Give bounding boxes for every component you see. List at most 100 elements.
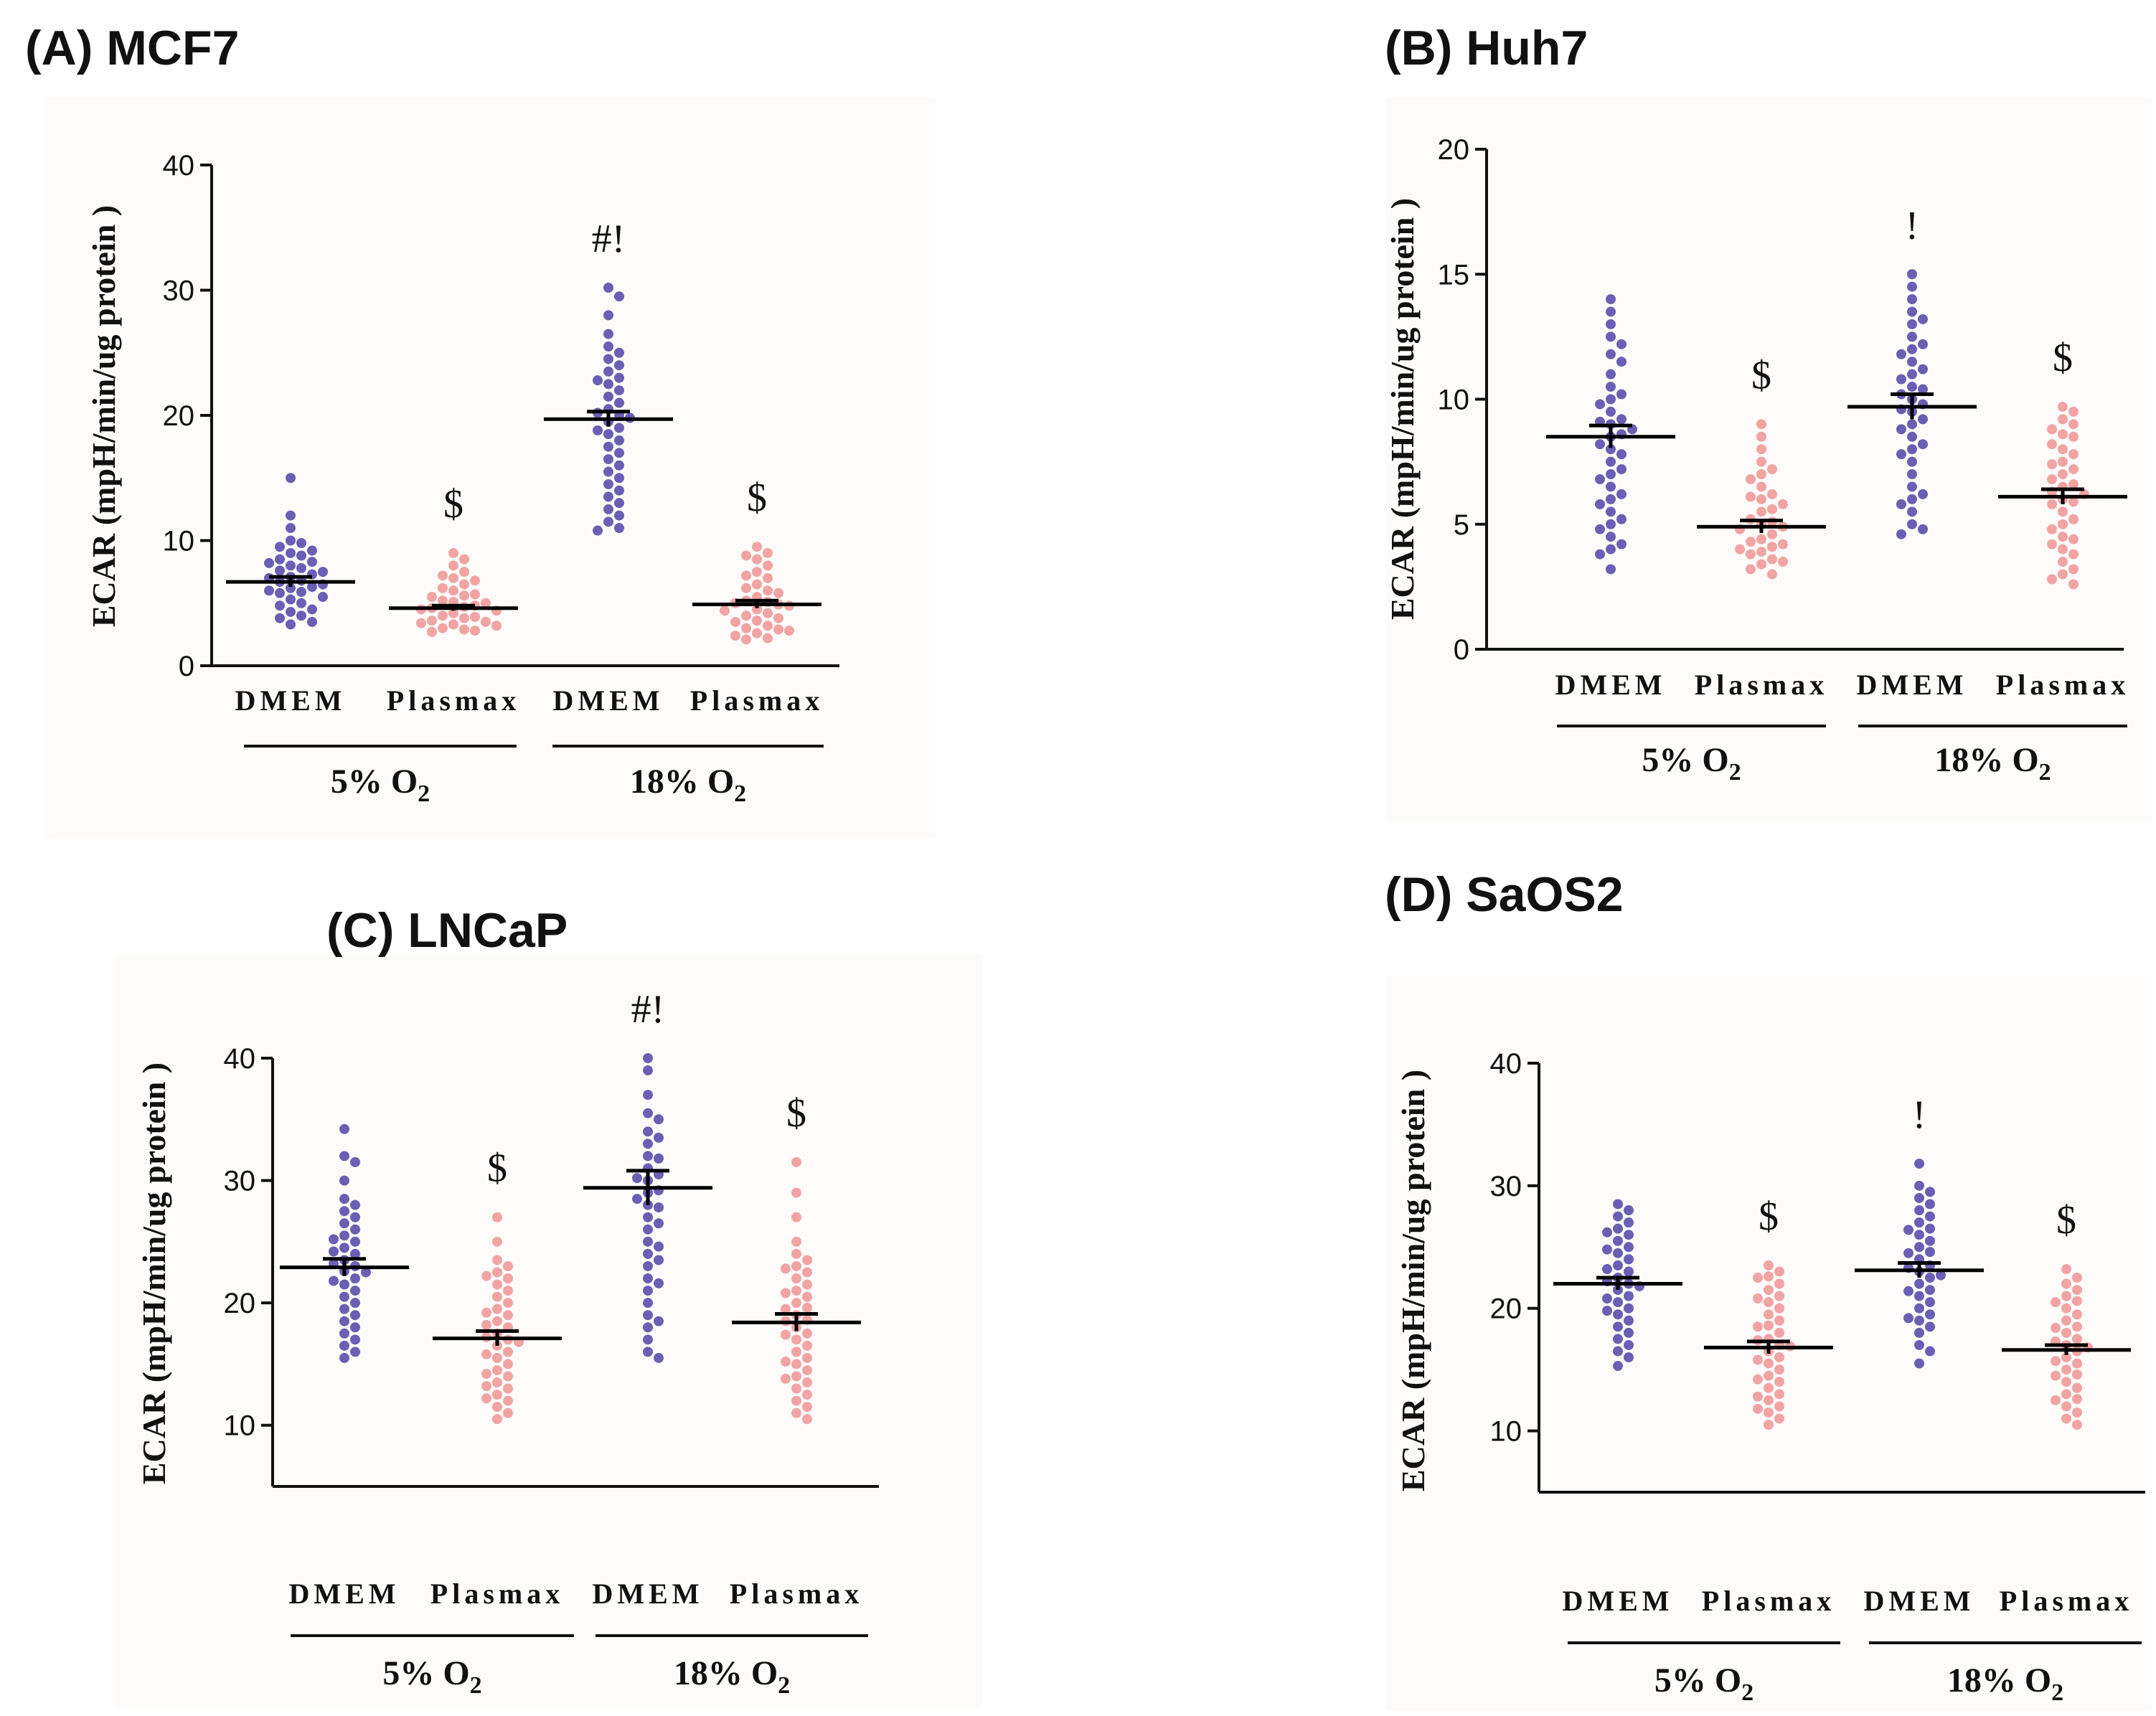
data-point bbox=[1616, 514, 1627, 524]
plot-area: 10 20 30 40 ECAR (mpH/min/ug protein ) DMEM Pl… bbox=[1395, 1048, 2145, 1706]
data-point bbox=[643, 1151, 653, 1161]
data-point bbox=[1613, 1211, 1623, 1222]
category-label: DMEM bbox=[1863, 1585, 1974, 1617]
significance-label: $ bbox=[2053, 336, 2073, 380]
data-point bbox=[654, 1241, 664, 1252]
data-point bbox=[1918, 489, 1928, 499]
data-point bbox=[603, 379, 613, 390]
data-point bbox=[459, 590, 469, 601]
data-point bbox=[1616, 539, 1627, 550]
data-point bbox=[275, 565, 285, 576]
data-point bbox=[481, 1270, 491, 1281]
data-point bbox=[2068, 406, 2079, 417]
data-point bbox=[1753, 1403, 1763, 1414]
data-point bbox=[603, 283, 613, 293]
data-point bbox=[307, 616, 317, 627]
data-point bbox=[1764, 1320, 1774, 1331]
data-point bbox=[614, 291, 624, 302]
data-point bbox=[1774, 1327, 1784, 1338]
data-point bbox=[1907, 481, 1917, 492]
y-axis-label: ECAR (mpH/min/ug protein ) bbox=[85, 205, 122, 627]
data-point bbox=[2061, 1364, 2071, 1375]
data-point bbox=[1903, 1313, 1913, 1324]
data-point bbox=[763, 572, 773, 583]
data-point bbox=[492, 1377, 502, 1388]
data-point bbox=[791, 1286, 801, 1296]
data-point bbox=[654, 1202, 664, 1213]
significance-label: $ bbox=[443, 482, 463, 527]
data-point bbox=[1616, 414, 1627, 425]
significance-label: ! bbox=[1906, 203, 1919, 248]
group-label-main: 18% O bbox=[674, 1654, 778, 1692]
category-label: DMEM bbox=[235, 684, 346, 717]
data-point bbox=[1613, 1260, 1623, 1270]
data-point bbox=[614, 347, 624, 358]
data-point bbox=[1918, 384, 1928, 395]
data-point bbox=[470, 611, 480, 622]
data-point bbox=[614, 385, 624, 396]
data-point bbox=[1606, 306, 1616, 317]
data-point bbox=[1613, 1309, 1623, 1320]
data-point bbox=[2061, 1401, 2071, 1412]
data-point bbox=[614, 510, 624, 521]
data-point bbox=[791, 1187, 801, 1198]
data-point bbox=[1595, 499, 1605, 509]
category-label: DMEM bbox=[1856, 669, 1967, 701]
data-point bbox=[286, 473, 296, 484]
data-point bbox=[593, 525, 603, 536]
data-point bbox=[643, 1347, 653, 1357]
data-point bbox=[763, 560, 773, 571]
data-point bbox=[318, 567, 328, 578]
data-point bbox=[1918, 339, 1928, 349]
data-point bbox=[802, 1390, 812, 1400]
y-tick-label: 10 bbox=[1438, 385, 1470, 416]
group-label-subscript: 2 bbox=[2039, 759, 2051, 786]
category-label: Plasmax bbox=[1996, 669, 2129, 701]
data-point bbox=[614, 397, 624, 408]
data-point bbox=[2072, 1407, 2082, 1418]
data-point bbox=[1616, 339, 1627, 349]
data-point bbox=[2068, 431, 2079, 442]
data-point bbox=[763, 621, 773, 631]
data-point bbox=[2058, 414, 2068, 425]
data-point bbox=[763, 608, 773, 618]
data-point bbox=[2072, 1358, 2082, 1369]
data-point bbox=[492, 1279, 502, 1290]
data-point bbox=[2061, 1352, 2071, 1363]
data-point bbox=[802, 1328, 812, 1339]
data-point bbox=[1756, 494, 1766, 504]
data-point bbox=[1602, 1293, 1612, 1304]
data-point bbox=[730, 631, 740, 641]
data-point bbox=[286, 560, 296, 571]
data-point bbox=[1624, 1339, 1634, 1350]
data-point bbox=[614, 423, 624, 433]
group-label-main: 5% O bbox=[331, 763, 418, 801]
data-point bbox=[1756, 444, 1766, 455]
data-point bbox=[296, 562, 306, 573]
data-point bbox=[741, 610, 751, 621]
data-point bbox=[2058, 444, 2068, 455]
data-point bbox=[492, 1236, 502, 1247]
data-point bbox=[350, 1286, 360, 1296]
data-point bbox=[1764, 1358, 1774, 1369]
data-point bbox=[264, 557, 274, 568]
data-point bbox=[2068, 514, 2079, 524]
data-point bbox=[643, 1065, 653, 1076]
data-point bbox=[791, 1334, 801, 1345]
data-point bbox=[1595, 474, 1605, 485]
panel-title: (A) MCF7 bbox=[25, 21, 239, 75]
data-point bbox=[1613, 1199, 1623, 1210]
data-point bbox=[1914, 1180, 1924, 1191]
y-tick-label: 40 bbox=[163, 150, 195, 182]
data-point bbox=[350, 1224, 360, 1235]
data-point bbox=[1767, 554, 1777, 565]
data-point bbox=[752, 579, 762, 590]
data-point bbox=[1606, 331, 1616, 342]
data-point bbox=[2068, 419, 2079, 430]
data-point bbox=[1613, 1334, 1623, 1344]
data-point bbox=[1746, 549, 1756, 560]
data-point bbox=[492, 1255, 502, 1265]
data-point bbox=[448, 572, 458, 583]
data-point bbox=[2051, 1297, 2061, 1308]
data-point bbox=[791, 1156, 801, 1167]
